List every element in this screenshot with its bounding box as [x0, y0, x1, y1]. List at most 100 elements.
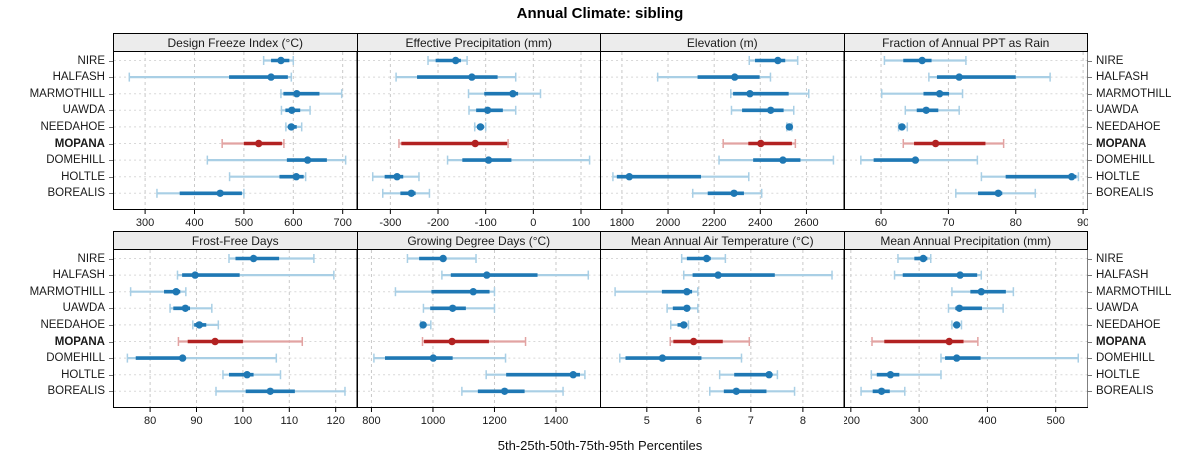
site-label-right: HALFASH [1096, 269, 1149, 282]
svg-text:-100: -100 [474, 217, 496, 229]
svg-text:800: 800 [362, 415, 380, 427]
panel-elevation-m: Elevation (m) 1800 2000 2200 2400 2600 [600, 33, 845, 232]
row-tick-mark [1088, 275, 1092, 277]
panel-title: Growing Degree Days (°C) [356, 231, 601, 249]
svg-text:-300: -300 [379, 217, 401, 229]
site-label-right: DOMEHILL [1096, 154, 1155, 167]
row-tick-mark [1088, 126, 1092, 128]
row-tick-mark [1088, 77, 1092, 79]
row-tick-mark [109, 110, 113, 112]
svg-text:5: 5 [644, 415, 650, 427]
row-tick-mark [1088, 110, 1092, 112]
panel-title: Elevation (m) [600, 33, 845, 51]
row-tick-mark [109, 291, 113, 293]
site-label-left: UAWDA [62, 302, 105, 315]
row-tick-mark [109, 374, 113, 376]
row-tick-mark [109, 258, 113, 260]
site-label-right: BOREALIS [1096, 385, 1154, 398]
row-tick-mark [109, 60, 113, 62]
site-label-right: UAWDA [1096, 302, 1139, 315]
panel-title: Fraction of Annual PPT as Rain [843, 33, 1088, 51]
panel-canvas: 60 70 80 90 [843, 51, 1088, 229]
site-label-left: HALFASH [52, 71, 105, 84]
site-label-left: DOMEHILL [46, 352, 105, 365]
row-tick-mark [109, 77, 113, 79]
row-tick-mark [1088, 374, 1092, 376]
row-tick-mark [1088, 60, 1092, 62]
site-label-left: BOREALIS [47, 385, 105, 398]
row-tick-mark [109, 358, 113, 360]
figure-title: Annual Climate: sibling [516, 5, 684, 22]
svg-text:7: 7 [748, 415, 754, 427]
panel-canvas: -300 -200 -100 0 100 [356, 51, 601, 229]
panel-canvas: 80 90 100 110 120 [113, 249, 358, 427]
svg-text:200: 200 [844, 415, 860, 427]
site-label-right: DOMEHILL [1096, 352, 1155, 365]
site-label-right: MOPANA [1096, 137, 1147, 150]
site-label-right: NEEDAHOE [1096, 318, 1161, 331]
panel-canvas: 1800 2000 2200 2400 2600 [600, 51, 845, 229]
svg-text:500: 500 [1046, 415, 1064, 427]
site-labels-left: NIRE HALFASH MARMOTHILL UAWDA NEEDAHOE MOPANA… [0, 231, 113, 430]
row-tick-mark [109, 160, 113, 162]
panel-design-freeze-index-c: Design Freeze Index (°C) 300 400 500 600 700 [113, 33, 358, 232]
row-tick-mark [109, 324, 113, 326]
svg-text:100: 100 [234, 415, 252, 427]
panel-title: Frost-Free Days [113, 231, 358, 249]
site-label-right: UAWDA [1096, 104, 1139, 117]
panel-fraction-of-annual-ppt-as-rain: Fraction of Annual PPT as Rain 60 70 80 90 [843, 33, 1088, 232]
svg-text:300: 300 [909, 415, 927, 427]
row-tick-mark [109, 391, 113, 393]
svg-text:6: 6 [696, 415, 702, 427]
svg-text:110: 110 [281, 415, 299, 427]
row-tick-mark [109, 126, 113, 128]
svg-text:0: 0 [530, 217, 536, 229]
site-label-left: HOLTLE [61, 170, 105, 183]
panels-row-1: Frost-Free Days 80 90 100 110 120 Growing Degr… [113, 231, 1088, 430]
svg-text:60: 60 [874, 217, 886, 229]
site-label-left: NIRE [77, 54, 105, 67]
site-label-right: MARMOTHILL [1096, 87, 1172, 100]
panel-growing-degree-days-c: Growing Degree Days (°C) 800 1000 1200 1400 [356, 231, 601, 430]
panel-effective-precipitation-mm: Effective Precipitation (mm) -300 -200 -100… [356, 33, 601, 232]
row-tick-mark [1088, 143, 1092, 145]
panel-row-0: NIRE HALFASH MARMOTHILL UAWDA NEEDAHOE MOPANA… [0, 33, 1200, 232]
svg-text:300: 300 [136, 217, 154, 229]
panel-title: Mean Annual Precipitation (mm) [843, 231, 1088, 249]
site-labels-left: NIRE HALFASH MARMOTHILL UAWDA NEEDAHOE MOPANA… [0, 33, 113, 232]
svg-text:2600: 2600 [794, 217, 819, 229]
svg-text:400: 400 [185, 217, 203, 229]
svg-text:500: 500 [235, 217, 253, 229]
site-label-right: BOREALIS [1096, 187, 1154, 200]
svg-text:70: 70 [942, 217, 954, 229]
svg-text:600: 600 [284, 217, 302, 229]
site-label-left: MARMOTHILL [29, 87, 105, 100]
panel-canvas: 200 300 400 500 [843, 249, 1088, 427]
row-tick-mark [109, 308, 113, 310]
row-tick-mark [109, 176, 113, 178]
panel-canvas: 800 1000 1200 1400 [356, 249, 601, 427]
site-label-left: HALFASH [52, 269, 105, 282]
site-label-right: HALFASH [1096, 71, 1149, 84]
svg-text:80: 80 [144, 415, 156, 427]
svg-text:100: 100 [571, 217, 589, 229]
site-label-left: NEEDAHOE [40, 318, 105, 331]
svg-text:80: 80 [1009, 217, 1021, 229]
row-tick-mark [1088, 193, 1092, 195]
row-tick-mark [1088, 308, 1092, 310]
row-tick-mark [1088, 358, 1092, 360]
row-tick-mark [1088, 324, 1092, 326]
site-label-left: BOREALIS [47, 187, 105, 200]
row-tick-mark [109, 275, 113, 277]
svg-text:1400: 1400 [543, 415, 568, 427]
svg-text:1800: 1800 [610, 217, 635, 229]
site-labels-right: NIRE HALFASH MARMOTHILL UAWDA NEEDAHOE MOPANA… [1088, 231, 1200, 430]
panel-title: Effective Precipitation (mm) [356, 33, 601, 51]
site-label-right: HOLTLE [1096, 368, 1140, 381]
row-tick-mark [1088, 341, 1092, 343]
row-tick-mark [1088, 391, 1092, 393]
svg-text:1000: 1000 [420, 415, 445, 427]
percentiles-caption: 5th-25th-50th-75th-95th Percentiles [497, 438, 703, 453]
svg-text:-200: -200 [426, 217, 448, 229]
